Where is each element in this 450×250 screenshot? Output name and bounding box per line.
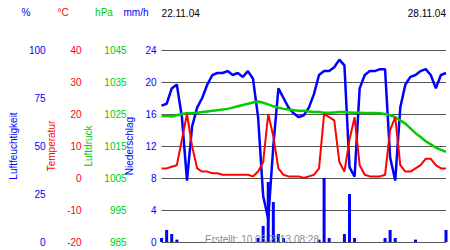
svg-text:12: 12 [145, 141, 157, 152]
svg-text:1025: 1025 [104, 109, 127, 120]
svg-text:1045: 1045 [104, 45, 127, 56]
svg-text:24: 24 [145, 45, 157, 56]
svg-text:°C: °C [57, 7, 68, 18]
svg-text:50: 50 [34, 141, 46, 152]
svg-text:25: 25 [34, 189, 46, 200]
svg-text:Temperatur: Temperatur [46, 120, 57, 171]
svg-text:1015: 1015 [104, 141, 127, 152]
svg-text:30: 30 [70, 77, 82, 88]
svg-text:8: 8 [151, 173, 157, 184]
svg-text:20: 20 [70, 109, 82, 120]
svg-text:0: 0 [151, 237, 157, 248]
svg-text:hPa: hPa [95, 7, 113, 18]
svg-text:4: 4 [151, 205, 157, 216]
svg-text:40: 40 [70, 45, 82, 56]
svg-text:Luftdruck: Luftdruck [83, 124, 94, 166]
svg-text:mm/h: mm/h [124, 7, 149, 18]
svg-text:1005: 1005 [104, 173, 127, 184]
svg-text:20: 20 [145, 77, 157, 88]
svg-text:28.11.04: 28.11.04 [408, 8, 447, 19]
svg-text:75: 75 [34, 93, 46, 104]
svg-text:-20: -20 [67, 237, 82, 248]
svg-text:1035: 1035 [104, 77, 127, 88]
svg-text:Luftfeuchtigkeit: Luftfeuchtigkeit [8, 112, 19, 179]
svg-text:0: 0 [40, 237, 46, 248]
svg-text:995: 995 [110, 205, 127, 216]
svg-text:-10: -10 [67, 205, 82, 216]
svg-text:%: % [22, 7, 31, 18]
svg-text:10: 10 [70, 141, 82, 152]
svg-text:Niederschlag: Niederschlag [124, 116, 136, 176]
svg-text:985: 985 [110, 237, 127, 248]
svg-text:22.11.04: 22.11.04 [162, 8, 201, 19]
svg-text:16: 16 [145, 109, 157, 120]
svg-text:Erstellt: 10.03.2013 08:28: Erstellt: 10.03.2013 08:28 [205, 234, 319, 245]
svg-text:100: 100 [29, 45, 46, 56]
svg-text:0: 0 [76, 173, 82, 184]
